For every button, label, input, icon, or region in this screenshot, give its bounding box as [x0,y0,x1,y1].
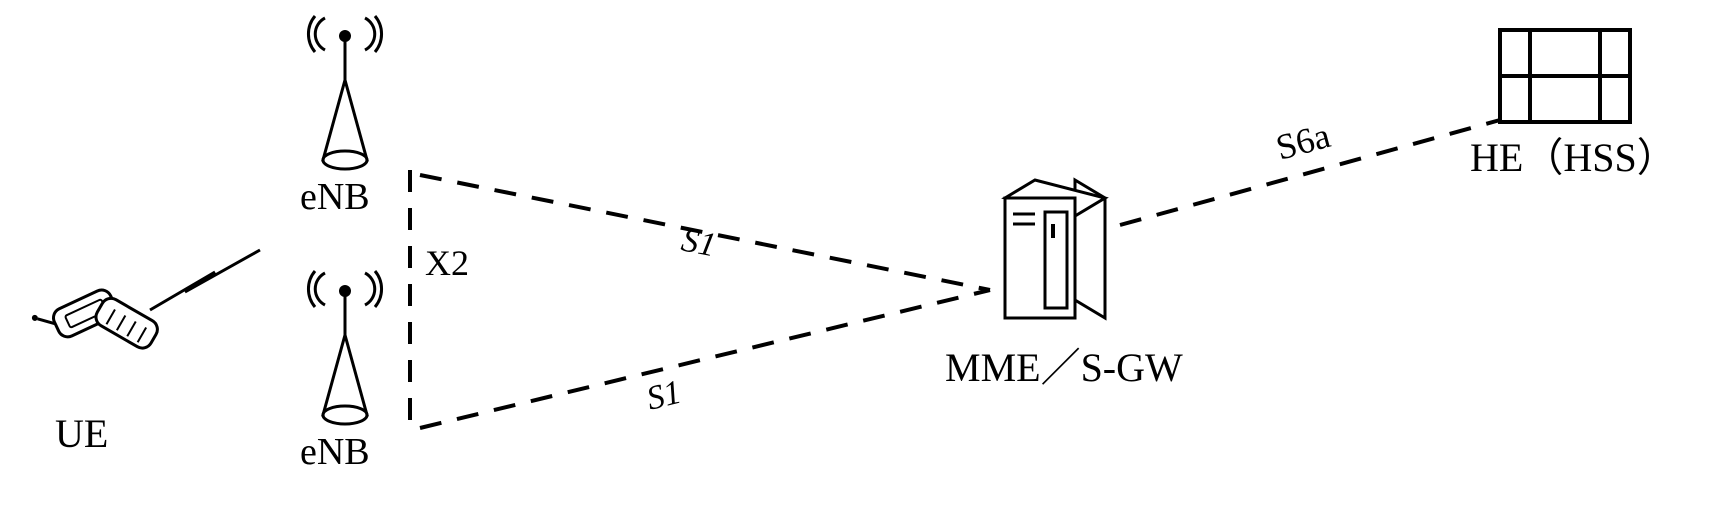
enb-top-label: eNB [300,175,370,219]
mme-label: MME／S-GW [945,335,1183,393]
ue-label: UE [55,410,108,457]
mme-sgw-node [1005,180,1105,318]
wireless-link [150,250,260,310]
label-s1-bottom: S1 [643,374,685,418]
label-s1-top: S1 [678,222,718,265]
hss-node [1500,30,1630,122]
enb-bottom [308,271,381,424]
hss-label: HE（HSS） [1470,125,1677,183]
label-s6a: S6a [1272,115,1335,168]
label-x2: X2 [425,243,469,283]
edge-s1-bottom [420,290,990,428]
ue-node [31,268,168,389]
enb-bottom-label: eNB [300,430,370,474]
enb-top [308,16,381,169]
